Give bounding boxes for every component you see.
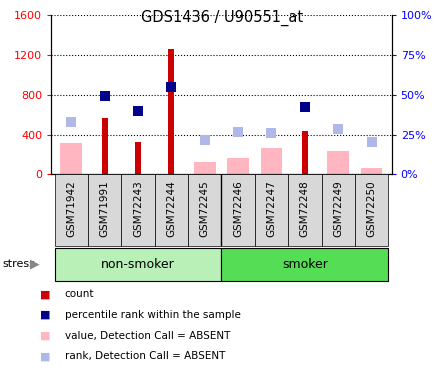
FancyBboxPatch shape: [288, 174, 322, 246]
FancyBboxPatch shape: [55, 248, 222, 281]
Text: non-smoker: non-smoker: [101, 258, 175, 271]
Bar: [135, 141, 141, 174]
Text: GSM72247: GSM72247: [267, 180, 276, 237]
Text: ■: ■: [40, 310, 51, 320]
Text: ■: ■: [40, 290, 51, 299]
Text: percentile rank within the sample: percentile rank within the sample: [65, 310, 240, 320]
Text: GSM72245: GSM72245: [200, 180, 210, 237]
Bar: [227, 158, 249, 174]
Text: GSM71991: GSM71991: [100, 180, 109, 237]
Text: ■: ■: [40, 331, 51, 340]
FancyBboxPatch shape: [222, 248, 388, 281]
FancyBboxPatch shape: [222, 174, 255, 246]
FancyBboxPatch shape: [188, 174, 222, 246]
Text: GSM72249: GSM72249: [333, 180, 343, 237]
Text: GSM72244: GSM72244: [166, 180, 176, 237]
FancyBboxPatch shape: [355, 174, 388, 246]
Bar: [61, 144, 82, 174]
Text: GSM72250: GSM72250: [367, 180, 376, 237]
Text: GSM71942: GSM71942: [66, 180, 76, 237]
Text: count: count: [65, 290, 94, 299]
Bar: [328, 152, 349, 174]
Text: rank, Detection Call = ABSENT: rank, Detection Call = ABSENT: [65, 351, 225, 361]
Text: GSM72248: GSM72248: [300, 180, 310, 237]
Text: GDS1436 / U90551_at: GDS1436 / U90551_at: [142, 9, 303, 26]
Text: ■: ■: [40, 351, 51, 361]
Text: smoker: smoker: [282, 258, 328, 271]
FancyBboxPatch shape: [155, 174, 188, 246]
Bar: [302, 130, 308, 174]
Text: ▶: ▶: [30, 258, 40, 271]
FancyBboxPatch shape: [322, 174, 355, 246]
FancyBboxPatch shape: [255, 174, 288, 246]
Text: GSM72243: GSM72243: [133, 180, 143, 237]
FancyBboxPatch shape: [88, 174, 121, 246]
Bar: [194, 162, 215, 174]
Text: stress: stress: [2, 260, 35, 269]
Bar: [261, 148, 282, 174]
Text: GSM72246: GSM72246: [233, 180, 243, 237]
FancyBboxPatch shape: [55, 174, 88, 246]
Bar: [361, 168, 382, 174]
Bar: [168, 49, 174, 174]
Text: value, Detection Call = ABSENT: value, Detection Call = ABSENT: [65, 331, 230, 340]
Bar: [101, 118, 108, 174]
FancyBboxPatch shape: [121, 174, 155, 246]
